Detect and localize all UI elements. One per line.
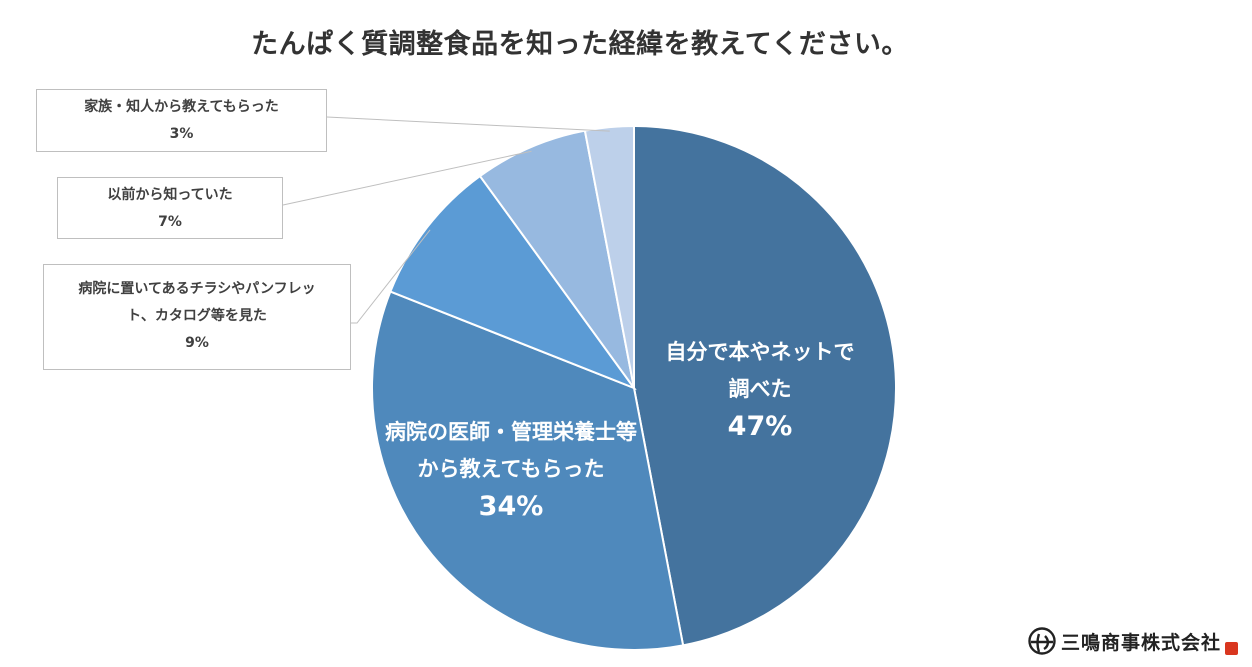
slice-value-pamphlet: 9%: [185, 335, 209, 351]
leader-lines: [282, 116, 610, 324]
slice-value-known: 7%: [158, 214, 182, 230]
pie-slice-doctor: [371, 290, 685, 651]
slice-label-doctor: 病院の医師・管理栄養士等 から教えてもらった 34%: [376, 414, 646, 525]
pie-slice-known: [478, 129, 635, 389]
slice-label-self-line1: 自分で本やネットで: [665, 340, 855, 364]
slice-label-pamphlet-line1: 病院に置いてあるチラシやパンフレッ: [78, 281, 316, 297]
slice-label-pamphlet: 病院に置いてあるチラシやパンフレッ ト、カタログ等を見た 9%: [43, 264, 351, 370]
slice-label-family-text: 家族・知人から教えてもらった: [84, 99, 279, 115]
brand-logo: 三鳴商事株式会社: [1027, 625, 1238, 657]
slice-value-doctor: 34%: [478, 491, 544, 522]
pie-slice-pamphlet: [389, 174, 637, 391]
leader-line-known: [282, 150, 532, 206]
chart-title: たんぱく質調整食品を知った経緯を教えてください。: [251, 29, 909, 60]
slice-label-self: 自分で本やネットで 調べた 47%: [640, 334, 880, 445]
slice-label-known: 以前から知っていた 7%: [57, 177, 283, 239]
brand-mark-icon: [1028, 627, 1056, 655]
slice-label-doctor-line2: から教えてもらった: [417, 457, 605, 481]
slice-value-family: 3%: [169, 126, 194, 142]
slice-label-doctor-line1: 病院の医師・管理栄養士等: [385, 420, 637, 444]
slice-value-self: 47%: [727, 411, 793, 442]
leader-line-family: [326, 116, 610, 132]
leader-line-pamphlet: [351, 229, 431, 324]
slice-label-pamphlet-line2: ト、カタログ等を見た: [127, 308, 267, 324]
slice-label-self-line2: 調べた: [728, 377, 792, 401]
pie-slice-self: [633, 124, 897, 647]
brand-seal-icon: [1225, 642, 1238, 655]
slice-label-family: 家族・知人から教えてもらった 3%: [36, 89, 327, 152]
pie-slices: [371, 124, 897, 651]
slice-label-known-text: 以前から知っていた: [107, 187, 233, 203]
brand-name: 三鳴商事株式会社: [1060, 631, 1221, 654]
pie-slice-family: [583, 124, 635, 389]
